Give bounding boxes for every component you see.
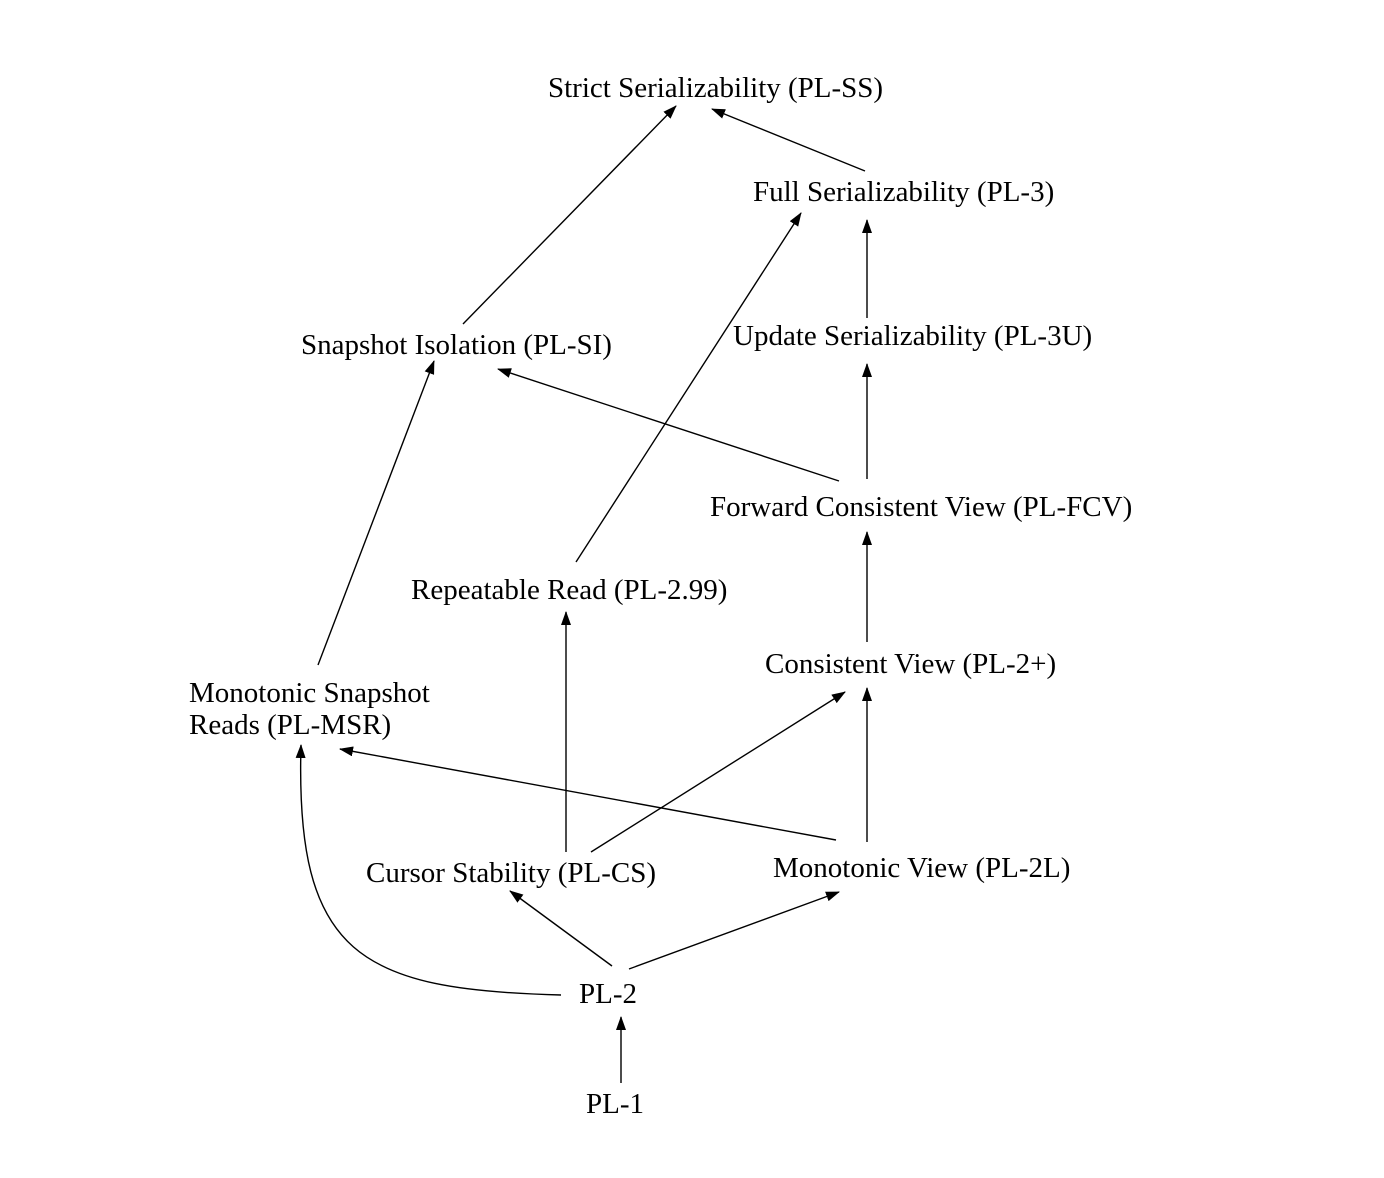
node-repeatable-read: Repeatable Read (PL-2.99) bbox=[411, 574, 728, 606]
node-monotonic-view: Monotonic View (PL-2L) bbox=[773, 852, 1071, 884]
edge-pl2-to-cursor-stability bbox=[509, 890, 613, 967]
node-pl1: PL-1 bbox=[586, 1088, 644, 1120]
edge-fcv-to-snapshot-isolation bbox=[497, 368, 840, 482]
edge-rr-to-full-serializability bbox=[575, 212, 802, 563]
node-update-serializability: Update Serializability (PL-3U) bbox=[733, 320, 1093, 352]
node-pl2: PL-2 bbox=[579, 978, 637, 1010]
node-cursor-stability: Cursor Stability (PL-CS) bbox=[366, 857, 657, 889]
edge-pl2-to-monotonic-view bbox=[628, 891, 840, 970]
edge-mv-to-msr bbox=[339, 746, 837, 841]
edge-pl3-to-strict-serializability bbox=[711, 108, 866, 172]
edge-cs-to-consistent-view bbox=[590, 691, 846, 853]
node-consistent-view: Consistent View (PL-2+) bbox=[765, 648, 1057, 680]
node-monotonic-snapshot-reads: Monotonic Snapshot Reads (PL-MSR) bbox=[189, 677, 430, 741]
edge-msr-to-snapshot-isolation bbox=[317, 360, 435, 666]
node-monotonic-snapshot-reads-line1: Monotonic Snapshot bbox=[189, 677, 430, 709]
node-monotonic-snapshot-reads-line2: Reads (PL-MSR) bbox=[189, 709, 392, 741]
edge-pl2-to-msr bbox=[295, 744, 562, 996]
node-forward-consistent-view: Forward Consistent View (PL-FCV) bbox=[710, 491, 1133, 523]
edge-si-to-strict-serializability bbox=[462, 105, 677, 325]
node-full-serializability: Full Serializability (PL-3) bbox=[753, 176, 1055, 208]
node-strict-serializability: Strict Serializability (PL-SS) bbox=[548, 72, 884, 104]
node-snapshot-isolation: Snapshot Isolation (PL-SI) bbox=[301, 329, 612, 361]
